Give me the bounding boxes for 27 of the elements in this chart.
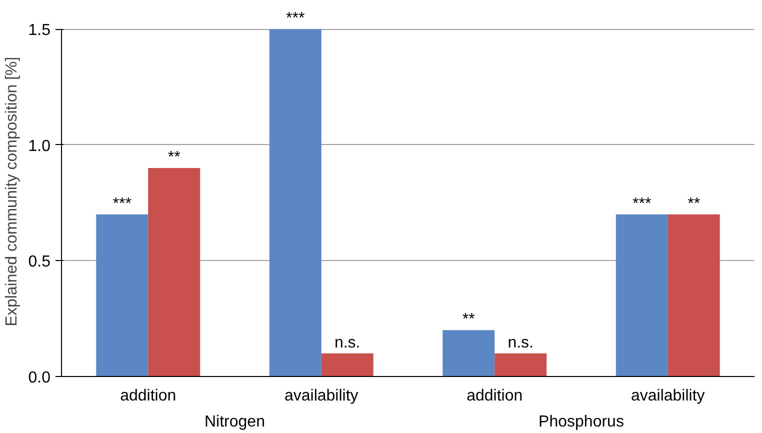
bar [96, 214, 148, 376]
x-tick-label: availability [284, 388, 358, 404]
x-tick-label: addition [120, 388, 176, 404]
data-label: ** [168, 149, 180, 166]
bar [269, 29, 322, 376]
bar [494, 353, 547, 376]
y-tick-label: 0.5 [28, 254, 51, 271]
bar [148, 168, 200, 376]
data-label: n.s. [508, 334, 534, 352]
y-tick-label: 1.0 [28, 138, 51, 155]
data-label: *** [632, 195, 652, 212]
text: Nitrogen [204, 414, 265, 430]
data-label: *** [286, 10, 305, 28]
y-axis-title: Explained community composition [%] [3, 56, 20, 326]
data-label: ** [462, 311, 475, 328]
bar [668, 214, 720, 376]
y-tick-label: 0.0 [28, 370, 51, 386]
text: Phosphorus [538, 414, 624, 430]
bar [442, 330, 495, 376]
bar [321, 353, 374, 376]
bar [616, 214, 668, 376]
x-tick-label: addition [466, 388, 523, 404]
y-tick-label: 1.5 [28, 22, 51, 40]
data-label: ** [688, 195, 700, 212]
x-tick-label: availability [630, 388, 705, 404]
data-label: *** [112, 195, 132, 212]
data-label: n.s. [334, 334, 360, 352]
